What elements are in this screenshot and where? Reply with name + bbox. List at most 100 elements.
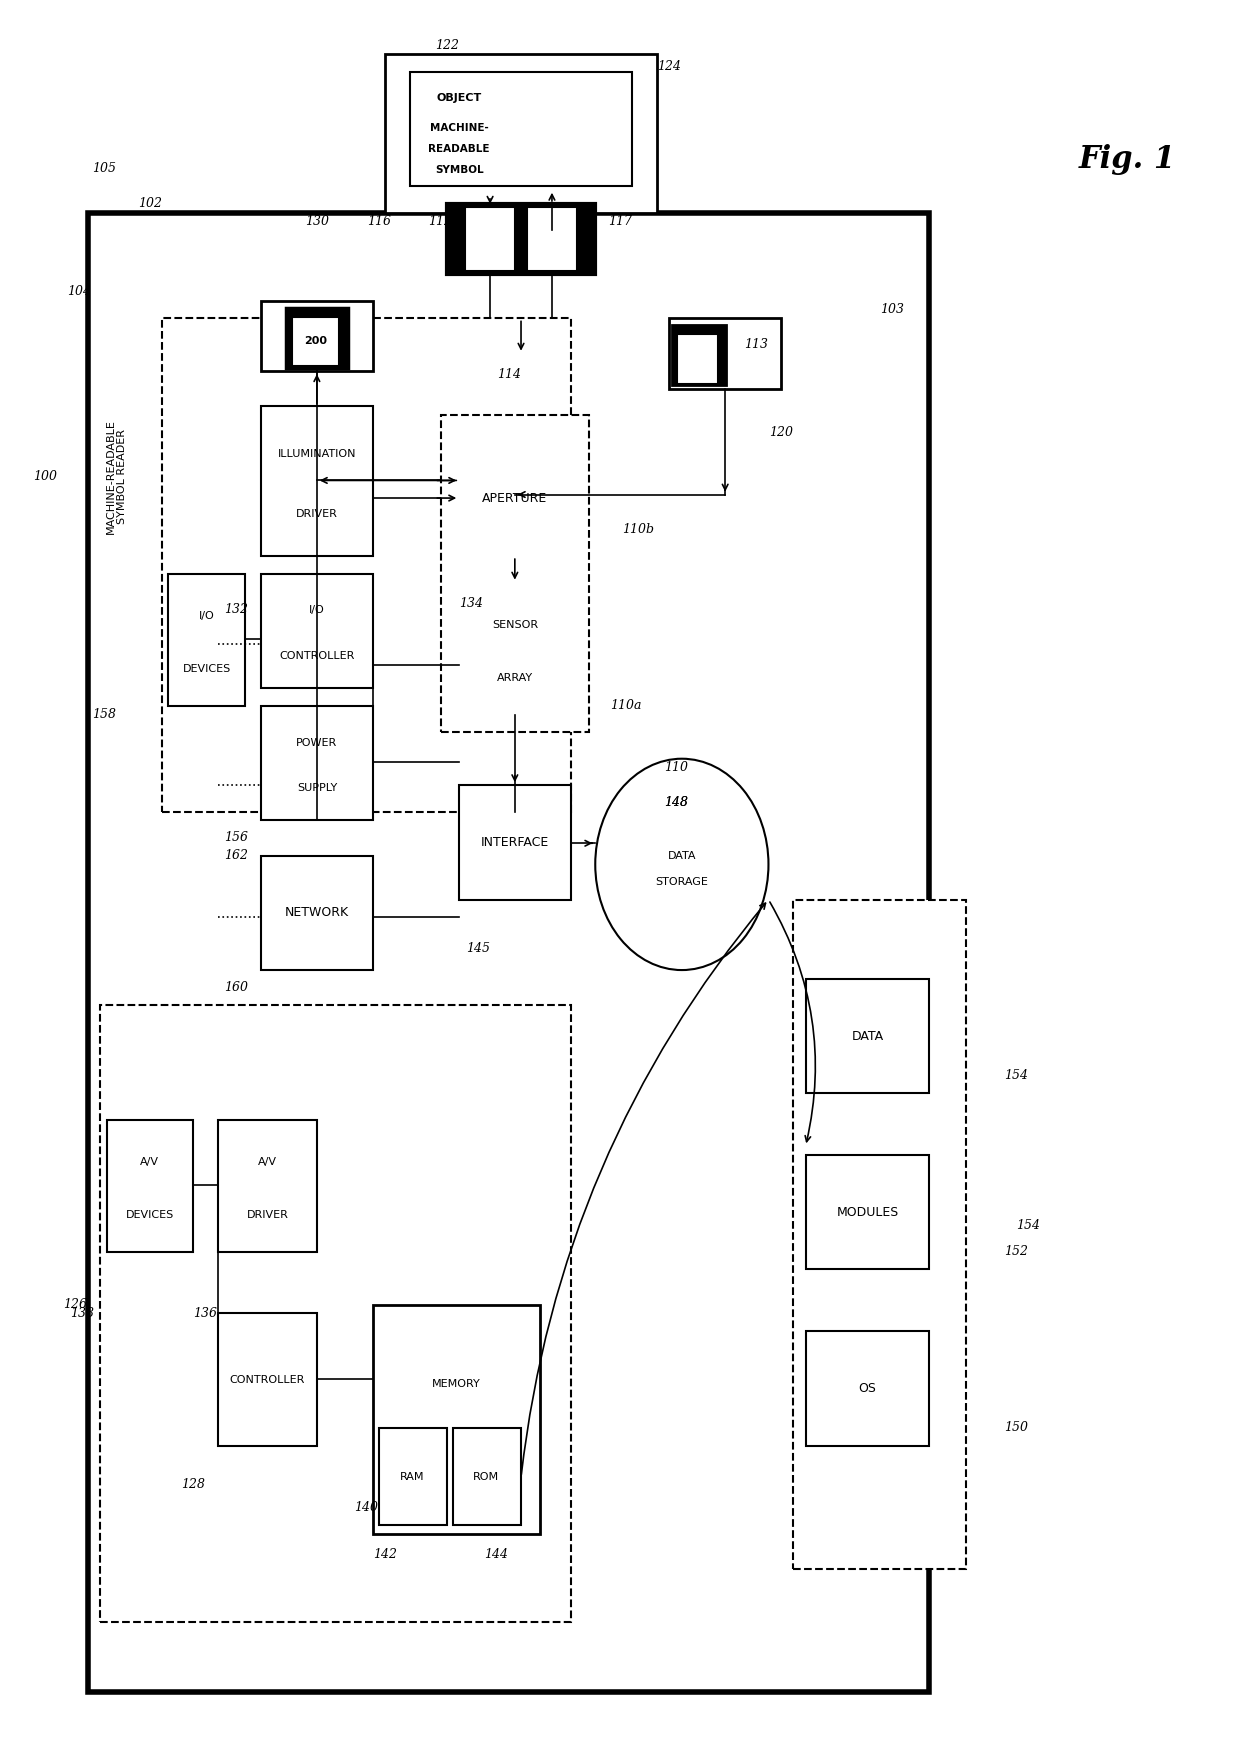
Text: DATA: DATA — [667, 850, 696, 861]
Text: MEMORY: MEMORY — [433, 1379, 481, 1388]
FancyBboxPatch shape — [262, 406, 372, 556]
Text: 114: 114 — [497, 369, 521, 381]
Text: STORAGE: STORAGE — [656, 877, 708, 887]
FancyBboxPatch shape — [372, 1305, 539, 1533]
Text: RAM: RAM — [399, 1473, 424, 1482]
FancyBboxPatch shape — [794, 900, 966, 1568]
FancyBboxPatch shape — [459, 785, 570, 900]
Text: 128: 128 — [181, 1478, 205, 1491]
Text: 148: 148 — [663, 796, 688, 810]
Text: MACHINE-READABLE
SYMBOL READER: MACHINE-READABLE SYMBOL READER — [105, 420, 128, 534]
Text: 117: 117 — [608, 215, 632, 228]
FancyBboxPatch shape — [440, 415, 589, 732]
FancyBboxPatch shape — [262, 706, 372, 820]
Text: 154: 154 — [1004, 1069, 1028, 1083]
FancyBboxPatch shape — [262, 573, 372, 688]
Text: OS: OS — [858, 1381, 877, 1395]
Text: 160: 160 — [224, 981, 248, 995]
Text: 132: 132 — [224, 603, 248, 616]
FancyBboxPatch shape — [465, 208, 515, 272]
FancyBboxPatch shape — [169, 573, 246, 706]
Text: APERTURE: APERTURE — [482, 492, 548, 506]
FancyBboxPatch shape — [107, 1120, 193, 1252]
FancyBboxPatch shape — [384, 55, 657, 213]
Text: 124: 124 — [657, 60, 682, 72]
Text: I/O: I/O — [309, 605, 325, 616]
FancyBboxPatch shape — [218, 1314, 317, 1445]
Text: CONTROLLER: CONTROLLER — [229, 1374, 305, 1385]
Text: ROM: ROM — [474, 1473, 500, 1482]
FancyBboxPatch shape — [806, 979, 929, 1094]
FancyBboxPatch shape — [446, 205, 595, 275]
Text: DRIVER: DRIVER — [296, 510, 337, 519]
Text: READABLE: READABLE — [428, 145, 490, 153]
FancyBboxPatch shape — [677, 333, 718, 383]
Text: ARRAY: ARRAY — [497, 672, 533, 683]
Text: 162: 162 — [224, 848, 248, 863]
FancyBboxPatch shape — [806, 1332, 929, 1445]
Text: 110b: 110b — [622, 524, 655, 536]
FancyBboxPatch shape — [806, 1155, 929, 1270]
FancyBboxPatch shape — [286, 309, 347, 367]
Text: DEVICES: DEVICES — [125, 1210, 174, 1221]
FancyBboxPatch shape — [162, 319, 570, 811]
FancyBboxPatch shape — [459, 441, 570, 556]
FancyBboxPatch shape — [262, 856, 372, 970]
Text: 200: 200 — [304, 337, 327, 346]
Text: I/O: I/O — [198, 610, 215, 621]
Text: 1: 1 — [707, 362, 712, 367]
Text: 105: 105 — [92, 162, 117, 175]
Text: 113: 113 — [744, 339, 768, 351]
Text: ILLUM: ILLUM — [681, 351, 713, 360]
FancyBboxPatch shape — [670, 319, 781, 388]
FancyBboxPatch shape — [88, 213, 929, 1692]
FancyBboxPatch shape — [527, 208, 577, 272]
Text: 120: 120 — [769, 427, 792, 439]
Text: 150: 150 — [1004, 1422, 1028, 1434]
Text: 102: 102 — [138, 198, 162, 210]
Text: ILLUMINATION: ILLUMINATION — [278, 450, 356, 459]
Text: 148: 148 — [663, 796, 688, 810]
Text: A/V: A/V — [140, 1157, 160, 1168]
Text: 110a: 110a — [610, 699, 642, 713]
Text: SYMBOL: SYMBOL — [435, 166, 484, 175]
FancyBboxPatch shape — [293, 318, 340, 365]
FancyBboxPatch shape — [378, 1429, 446, 1524]
Text: 152: 152 — [1004, 1245, 1028, 1258]
Text: 140: 140 — [355, 1501, 378, 1514]
Text: 136: 136 — [193, 1307, 217, 1319]
Text: NETWORK: NETWORK — [285, 907, 348, 919]
Text: 116: 116 — [367, 215, 391, 228]
Text: Fig. 1: Fig. 1 — [1079, 145, 1176, 175]
Text: ILLUM: ILLUM — [300, 333, 334, 342]
Text: MODULES: MODULES — [836, 1207, 899, 1219]
Text: SENSOR: SENSOR — [492, 619, 538, 630]
Text: 100: 100 — [32, 471, 57, 483]
Text: 122: 122 — [435, 39, 459, 51]
Text: 130: 130 — [305, 215, 329, 228]
FancyBboxPatch shape — [409, 72, 632, 187]
Text: 126: 126 — [63, 1298, 88, 1311]
Text: 2: 2 — [327, 344, 331, 349]
Text: 104: 104 — [67, 286, 92, 298]
FancyBboxPatch shape — [453, 1429, 521, 1524]
Text: CONTROLLER: CONTROLLER — [279, 651, 355, 662]
Text: A/V: A/V — [258, 1157, 277, 1168]
FancyBboxPatch shape — [100, 1005, 570, 1621]
Text: 156: 156 — [224, 831, 248, 845]
Text: OBJECT: OBJECT — [436, 93, 482, 104]
Text: 144: 144 — [485, 1549, 508, 1561]
Text: 134: 134 — [460, 598, 484, 610]
Text: 145: 145 — [466, 942, 490, 956]
FancyBboxPatch shape — [262, 302, 372, 370]
Text: 138: 138 — [69, 1307, 94, 1319]
Text: MACHINE-: MACHINE- — [430, 123, 489, 134]
Text: INTERFACE: INTERFACE — [481, 836, 549, 848]
Text: DEVICES: DEVICES — [182, 663, 231, 674]
Text: 158: 158 — [92, 707, 117, 721]
Text: 110: 110 — [663, 760, 688, 774]
Text: 154: 154 — [1017, 1219, 1040, 1231]
Text: DATA: DATA — [852, 1030, 884, 1043]
Text: SUPPLY: SUPPLY — [296, 783, 337, 794]
Ellipse shape — [595, 759, 769, 970]
